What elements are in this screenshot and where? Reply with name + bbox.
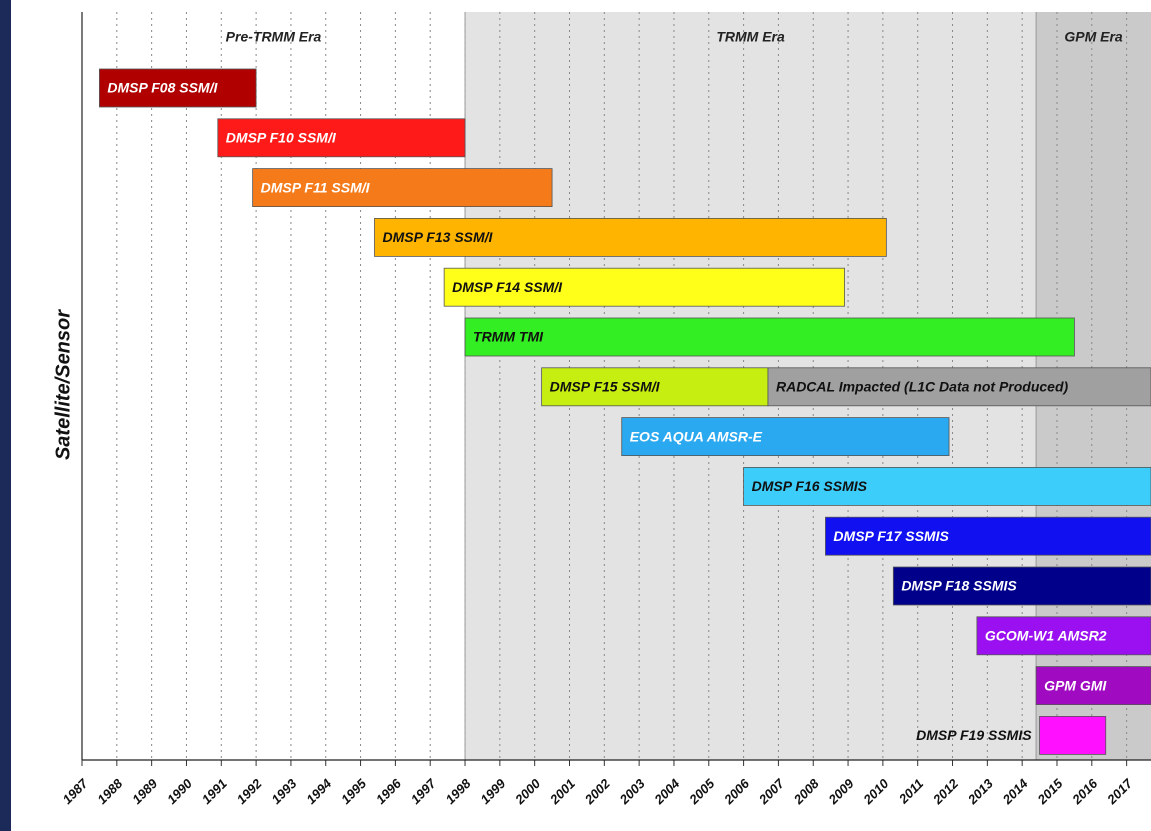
x-tick-label: 2010 xyxy=(860,775,892,807)
x-tick-label: 1992 xyxy=(234,775,266,807)
bar-label: DMSP F11 SSM/I xyxy=(261,179,371,195)
bar-label: DMSP F16 SSMIS xyxy=(752,478,868,494)
bar xyxy=(99,68,257,108)
x-tick-label: 2014 xyxy=(999,775,1031,807)
x-tick-label: 2017 xyxy=(1103,775,1135,807)
bar xyxy=(217,118,466,158)
frame-border xyxy=(0,0,11,831)
x-tick-label: 1997 xyxy=(408,775,440,807)
bar-label: DMSP F08 SSM/I xyxy=(107,80,218,96)
bar-label: DMSP F18 SSMIS xyxy=(901,578,1017,594)
era-label: TRMM Era xyxy=(716,29,785,45)
y-axis-title: Satellite/Sensor xyxy=(52,309,74,460)
bar-label: DMSP F19 SSMIS xyxy=(916,727,1032,743)
x-tick-label: 2011 xyxy=(895,776,926,807)
x-tick-label: 1999 xyxy=(477,775,509,807)
plot-area: 1987 1988 1989 1990 1991 1992 1993 1994 1995 1996… xyxy=(59,12,1151,808)
era-label: Pre-TRMM Era xyxy=(226,29,322,45)
bar xyxy=(464,317,1075,357)
x-tick-label: 1987 xyxy=(59,775,91,807)
bar xyxy=(621,417,950,457)
bar-label: DMSP F10 SSM/I xyxy=(226,130,337,146)
bar xyxy=(767,367,1151,407)
x-tick-label: 2007 xyxy=(755,775,787,807)
bar xyxy=(252,168,553,208)
bar xyxy=(743,466,1151,506)
x-tick-label: 2009 xyxy=(825,775,857,807)
bar-label: DMSP F17 SSMIS xyxy=(833,528,949,544)
x-tick-label: 2013 xyxy=(964,775,996,807)
bar xyxy=(825,516,1151,556)
x-tick-label: 2004 xyxy=(651,775,683,807)
bar xyxy=(976,616,1151,656)
bar xyxy=(892,566,1151,606)
x-tick-label: 2000 xyxy=(511,775,543,807)
x-tick-label: 2005 xyxy=(686,775,718,807)
x-tick-label: 1995 xyxy=(338,775,370,807)
x-tick-label: 1996 xyxy=(373,775,405,807)
x-tick-label: 1991 xyxy=(199,776,230,807)
bar-label: RADCAL Impacted (L1C Data not Produced) xyxy=(776,379,1069,395)
bar xyxy=(541,367,769,407)
x-tick-label: 2003 xyxy=(616,775,648,807)
bar-label: GCOM-W1 AMSR2 xyxy=(985,628,1107,644)
x-tick-label: 2002 xyxy=(581,775,613,807)
x-tick-label: 1994 xyxy=(303,775,335,807)
bar-label: EOS AQUA AMSR-E xyxy=(630,428,763,444)
bar-label: DMSP F15 SSM/I xyxy=(550,379,661,395)
x-tick-label: 1988 xyxy=(94,775,126,807)
x-tick-label: 2015 xyxy=(1034,775,1066,807)
x-tick-label: 2006 xyxy=(720,775,752,807)
bar xyxy=(443,267,845,307)
bar xyxy=(374,217,887,257)
x-tick-label: 1993 xyxy=(268,775,300,807)
x-tick-label: 2012 xyxy=(929,775,961,807)
x-tick-label: 1990 xyxy=(164,775,196,807)
era-label: GPM Era xyxy=(1064,29,1123,45)
bar-label: DMSP F14 SSM/I xyxy=(452,279,563,295)
x-tick-label: 2001 xyxy=(546,776,578,808)
x-tick-label: 1998 xyxy=(443,775,475,807)
bar-label: GPM GMI xyxy=(1044,677,1107,693)
bar-label: DMSP F13 SSM/I xyxy=(382,229,493,245)
x-tick-label: 2016 xyxy=(1069,775,1101,807)
bar xyxy=(1035,666,1151,705)
x-tick-label: 1989 xyxy=(129,775,161,807)
x-tick-label: 2008 xyxy=(790,775,822,807)
bar xyxy=(1039,716,1107,755)
bar-label: TRMM TMI xyxy=(473,329,544,345)
